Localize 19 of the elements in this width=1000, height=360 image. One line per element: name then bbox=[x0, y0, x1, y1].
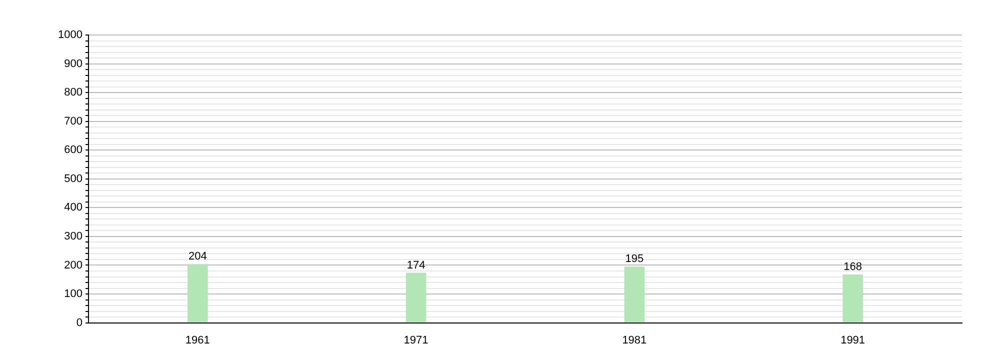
y-tick-label: 600 bbox=[64, 144, 82, 156]
y-tick-label: 0 bbox=[76, 316, 82, 329]
x-tick-label: 1961 bbox=[185, 334, 210, 346]
x-tick-label: 1981 bbox=[622, 334, 647, 346]
data-label: 168 bbox=[844, 260, 862, 273]
data-label: 195 bbox=[625, 253, 644, 266]
x-tick-label: 1971 bbox=[404, 334, 428, 346]
x-tick-label: 1991 bbox=[840, 334, 866, 346]
data-label: 174 bbox=[406, 259, 426, 272]
y-tick-label: 400 bbox=[64, 202, 82, 214]
y-tick-label: 500 bbox=[64, 172, 82, 185]
y-tick-label: 700 bbox=[64, 115, 82, 128]
y-tick-label: 200 bbox=[64, 259, 82, 272]
y-tick-label: 1000 bbox=[58, 29, 82, 42]
y-tick-label: 800 bbox=[64, 86, 82, 99]
y-tick-label: 100 bbox=[64, 288, 82, 300]
y-tick-label: 300 bbox=[64, 230, 82, 242]
y-tick-label: 900 bbox=[64, 58, 82, 70]
data-label: 204 bbox=[188, 250, 207, 263]
